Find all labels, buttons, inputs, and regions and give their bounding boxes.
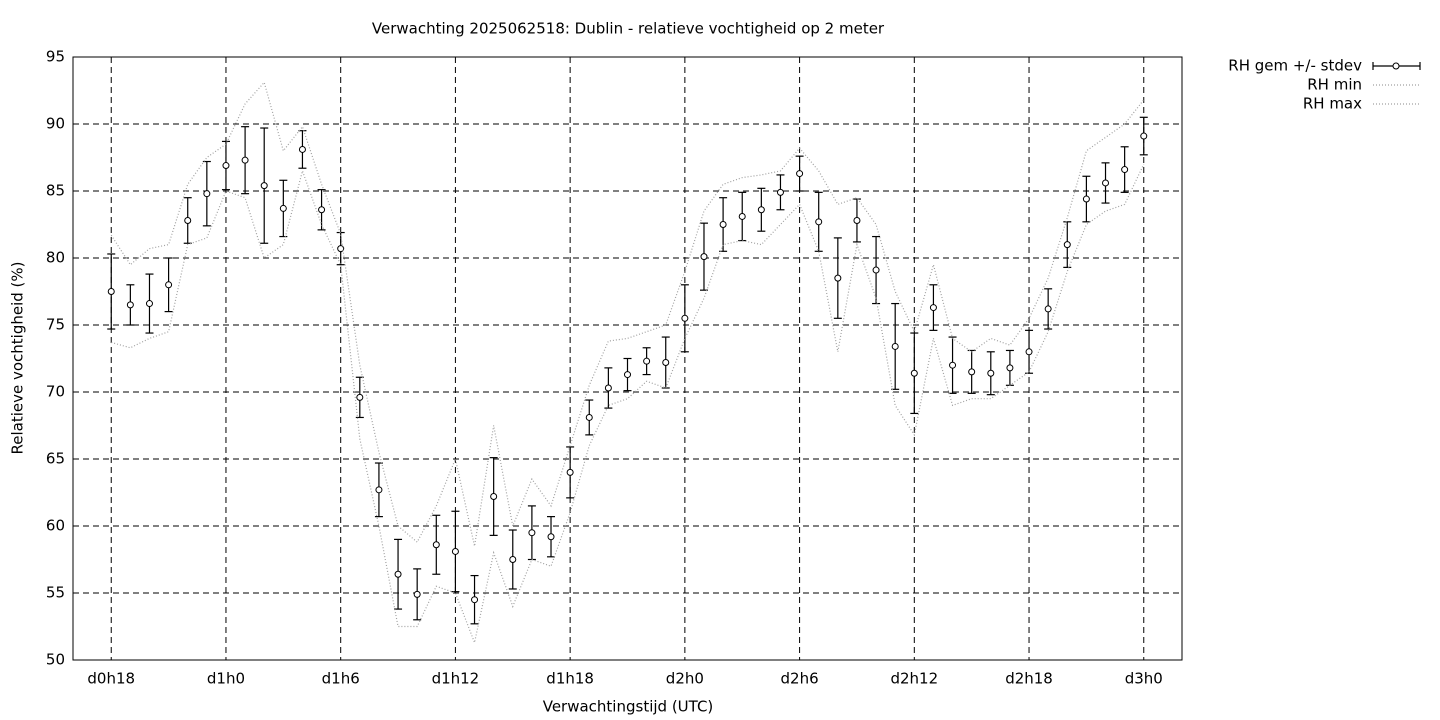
mean-point (968, 368, 976, 376)
y-tick-label: 70 (46, 383, 65, 401)
mean-point (451, 547, 459, 555)
mean-point (471, 596, 479, 604)
x-tick-label: d2h18 (1005, 670, 1053, 688)
mean-point (662, 359, 670, 367)
mean-point (738, 212, 746, 220)
mean-point (490, 493, 498, 501)
mean-point (949, 361, 957, 369)
mean-point (222, 162, 230, 170)
mean-point (815, 218, 823, 226)
mean-point (203, 190, 211, 198)
legend-label: RH max (1303, 95, 1362, 113)
legend-label: RH gem +/- stdev (1228, 57, 1362, 75)
mean-point (643, 357, 651, 365)
mean-point (719, 221, 727, 228)
mean-point (241, 156, 249, 164)
mean-point (872, 266, 880, 274)
x-tick-label: d0h18 (87, 670, 135, 688)
x-tick-label: d1h18 (546, 670, 594, 688)
x-tick-label: d1h12 (432, 670, 480, 688)
y-tick-label: 80 (46, 249, 65, 267)
mean-point (566, 468, 574, 476)
x-tick-label: d2h6 (781, 670, 819, 688)
x-tick-label: d1h6 (322, 670, 360, 688)
x-tick-label: d3h0 (1125, 670, 1163, 688)
mean-point (107, 288, 115, 295)
y-tick-label: 65 (46, 450, 65, 468)
mean-point (1140, 132, 1148, 140)
mean-point (1102, 179, 1110, 187)
mean-point (929, 304, 937, 312)
mean-point (987, 369, 995, 377)
mean-point (1006, 364, 1014, 372)
mean-point (1025, 348, 1033, 356)
mean-point (834, 274, 842, 282)
mean-point (126, 301, 134, 309)
y-axis-label: Relatieve vochtigheid (%) (9, 261, 27, 454)
mean-point (1121, 166, 1129, 174)
mean-point (432, 541, 440, 549)
y-tick-label: 75 (46, 316, 65, 334)
y-tick-label: 60 (46, 517, 65, 535)
mean-point (279, 204, 287, 212)
mean-point (624, 371, 631, 379)
y-tick-label: 95 (46, 48, 65, 66)
x-tick-label: d2h0 (666, 670, 704, 688)
mean-point (260, 182, 268, 190)
chart-title: Verwachting 2025062518: Dublin - relatie… (372, 20, 885, 38)
range-line (111, 163, 1145, 645)
mean-point (1063, 241, 1071, 249)
y-tick-label: 50 (46, 651, 65, 669)
mean-point (891, 342, 899, 350)
mean-point (298, 145, 306, 153)
legend-swatch (1392, 62, 1400, 70)
mean-point (796, 170, 804, 178)
mean-point (547, 533, 555, 541)
x-axis-label: Verwachtingstijd (UTC) (543, 698, 714, 716)
y-tick-label: 90 (46, 115, 65, 133)
x-tick-label: d2h12 (890, 670, 938, 688)
mean-point (604, 384, 612, 392)
mean-point (585, 413, 593, 421)
y-tick-label: 85 (46, 182, 65, 200)
mean-point (1082, 195, 1090, 203)
mean-point (394, 570, 402, 578)
mean-point (528, 529, 536, 537)
mean-point (145, 300, 153, 308)
mean-point (1044, 305, 1052, 313)
mean-point (757, 206, 765, 214)
range-line (110, 81, 1145, 547)
mean-point (509, 556, 517, 563)
mean-point (165, 281, 173, 289)
mean-point (318, 206, 326, 214)
mean-point (776, 188, 784, 196)
x-tick-label: d1h0 (207, 670, 245, 688)
mean-point (681, 314, 689, 322)
legend-label: RH min (1307, 76, 1362, 94)
mean-point (375, 486, 383, 494)
plot-frame (72, 56, 1183, 661)
mean-point (700, 253, 708, 261)
mean-point (853, 216, 861, 224)
mean-point (356, 393, 364, 401)
mean-point (184, 216, 192, 224)
y-tick-label: 55 (46, 584, 65, 602)
mean-point (910, 369, 918, 377)
mean-point (413, 590, 421, 598)
